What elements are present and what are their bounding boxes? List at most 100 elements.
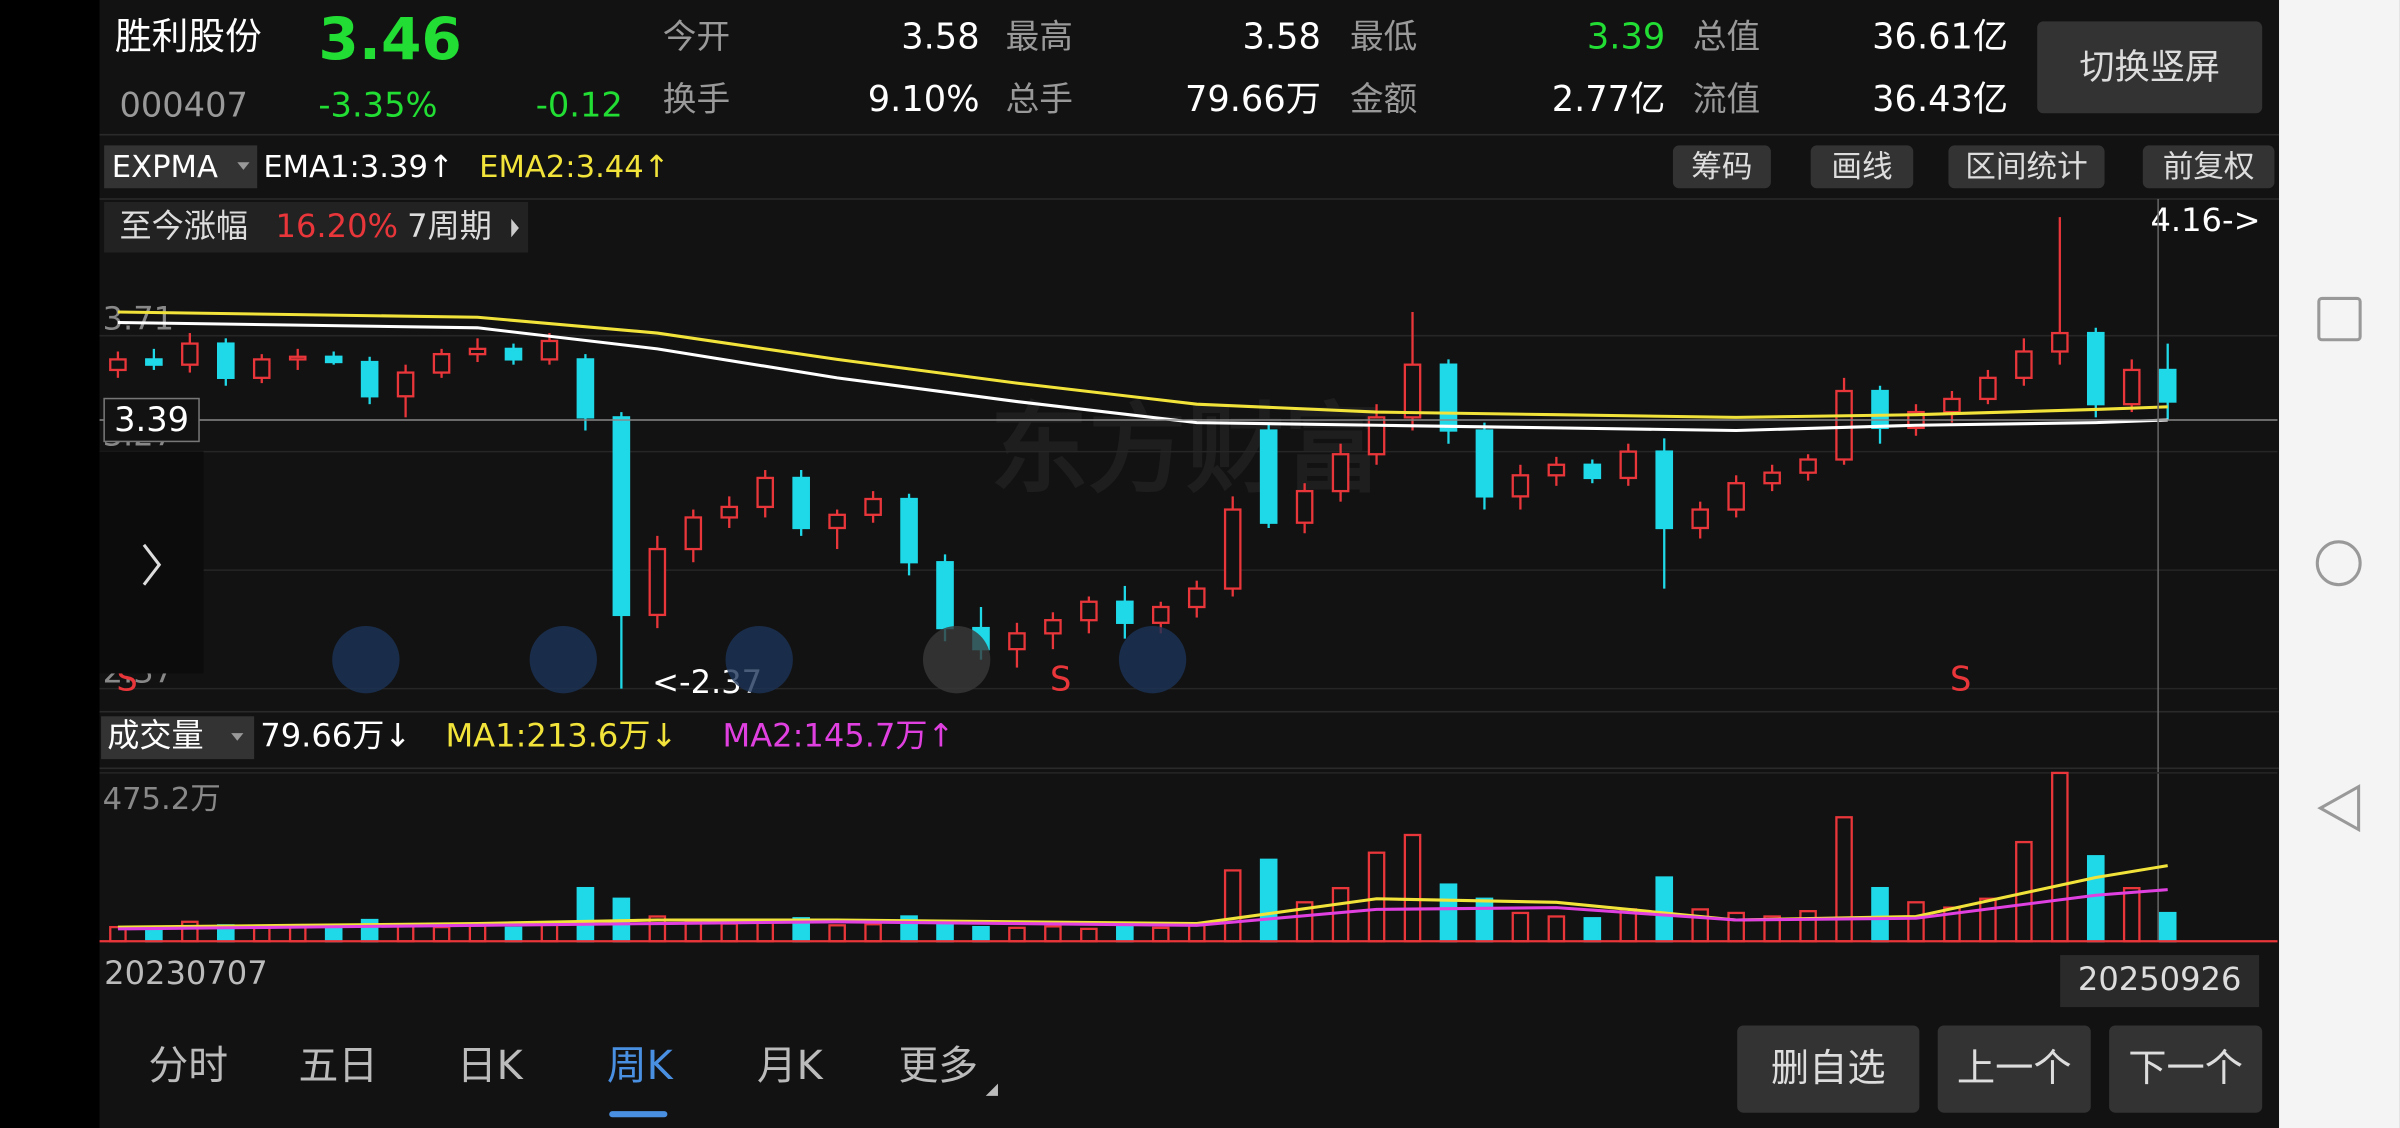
tab[interactable]: 五日 [299,1043,379,1089]
nav-home[interactable] [2315,540,2362,587]
tool-button-bg[interactable] [1810,145,1914,189]
price-label-bg [103,397,200,443]
candle-body [1187,587,1206,609]
field-label: 流值 [1693,80,1760,119]
x-start-label: 20230707 [104,954,268,992]
action-button-bg[interactable] [1937,1025,2091,1113]
candle-body [576,358,595,419]
candle-body [1151,605,1170,624]
zoom-control[interactable] [529,625,597,694]
candle-body [1008,632,1026,651]
candle-body [1835,389,1853,461]
volume-ma1: MA1:213.6万↓ [445,717,677,755]
volume-bar [576,886,595,943]
candle-body [396,371,415,398]
volume-bar [828,924,846,943]
field-value: 3.58 [901,16,979,57]
tab[interactable]: 分时 [149,1043,229,1089]
candle-body [1367,416,1386,456]
tool-button: 区间统计 [1965,150,2087,185]
volume-bar [2086,855,2105,943]
field-label: 最低 [1350,17,1417,56]
volume-bar [1907,901,1925,943]
candle-body [1979,376,1997,401]
volume-bar [1331,886,1350,943]
volume-bar [432,925,451,943]
candle-body [2158,368,2177,403]
zoom-control[interactable] [725,625,793,694]
candle-body [1799,458,1817,474]
candle-body [1116,600,1134,624]
tab[interactable]: 日K [457,1043,524,1089]
candle-body [1295,489,1314,524]
ema2-label: EMA2:3.44↑ [479,150,669,185]
candle-body [1763,471,1781,485]
stock-price: 3.46 [318,5,462,73]
tool-button: 前复权 [2163,150,2255,185]
field-label: 今开 [663,17,730,56]
volume-bar [324,927,343,943]
volume-bar [468,924,487,943]
field-value: 36.43亿 [1872,79,2008,120]
action-button-bg[interactable] [1737,1025,1920,1113]
candle-body [2015,350,2033,379]
candle-body [612,416,631,617]
switch-button: 切换竖屏 [2079,47,2220,88]
candle-body [1259,429,1278,524]
indicator-bg[interactable] [104,145,258,189]
field-value: 9.10% [868,79,980,120]
candle-body [1223,508,1242,590]
volume-bar [864,923,882,943]
volume-bar [1727,911,1745,943]
candle-body [756,476,775,509]
volume-bar [1008,926,1026,943]
volume-bar [1403,833,1422,943]
signal: S [1950,660,1971,699]
zoom-control[interactable] [1118,625,1187,694]
side-arrow [142,543,162,586]
tab[interactable]: 月K [757,1043,824,1089]
candle-body [2086,331,2105,406]
zoom-control[interactable] [332,625,400,694]
tool-button-bg[interactable] [1948,145,2105,189]
field-label: 最高 [1006,17,1073,56]
nav-recent[interactable] [2317,296,2362,342]
volume-ma-line [117,888,2168,931]
field-value: 3.39 [1587,16,1665,57]
volume-bar [1511,911,1530,943]
volume-menu-bg[interactable] [101,716,255,760]
candle-body [181,342,199,366]
change: -0.12 [536,86,623,125]
volume-bar [504,926,523,943]
candle-body [1044,619,1062,635]
tab-underline [609,1111,668,1118]
nav-back[interactable] [2317,784,2361,833]
tool-button-bg[interactable] [2142,145,2275,189]
candle-body [360,360,379,398]
tab[interactable]: 更多 [898,1043,978,1089]
volume-bar [1799,910,1817,943]
ema1-label: EMA1:3.39↑ [263,150,453,185]
volume-bar [1655,876,1674,943]
action-button-bg[interactable] [2109,1025,2263,1113]
volume-bar [1187,924,1206,943]
volume-bar [540,922,559,943]
volume-bar [936,920,954,943]
x-end-bg [2060,955,2260,1008]
candle-body [109,358,127,372]
tool-button-bg[interactable] [1672,145,1771,189]
ema-line [117,320,2168,433]
zoom-control[interactable] [922,625,991,694]
tab[interactable]: 周K [607,1043,674,1089]
side-toggle[interactable] [99,451,204,674]
field-value: 2.77亿 [1552,79,1666,120]
candle-body [648,547,667,617]
volume-bar [1547,915,1566,943]
switch-button-bg[interactable] [2037,21,2263,114]
volume-bar [1439,883,1458,943]
candle-body [540,339,559,361]
candle-body [1583,463,1602,480]
field-value: 79.66万 [1185,79,1321,120]
high-marker: 4.16-> [2150,201,2260,239]
